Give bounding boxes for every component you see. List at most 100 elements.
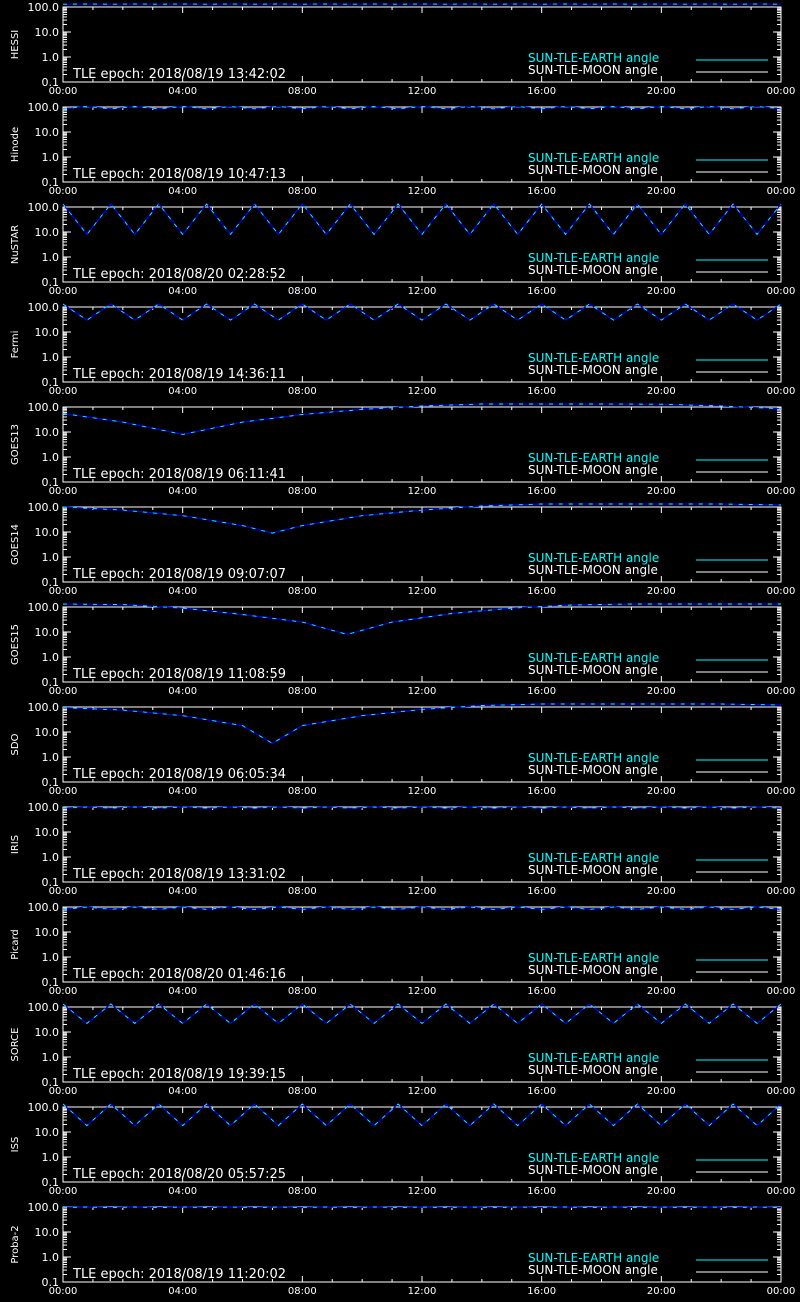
epoch-text: TLE epoch: 2018/08/19 13:42:02 — [72, 67, 286, 82]
legend-moon-label: SUN-TLE-MOON angle — [528, 1263, 658, 1277]
epoch-text: TLE epoch: 2018/08/19 06:11:41 — [72, 467, 286, 482]
legend-moon-label: SUN-TLE-MOON angle — [528, 463, 658, 477]
x-tick-label: 16:00 — [527, 86, 556, 97]
legend-moon-label: SUN-TLE-MOON angle — [528, 263, 658, 277]
y-tick-label: 10.0 — [35, 626, 60, 639]
x-tick-label: 00:00 — [767, 786, 796, 797]
x-tick-label: 16:00 — [527, 686, 556, 697]
x-tick-label: 20:00 — [647, 886, 676, 897]
x-tick-label: 00:00 — [767, 1286, 796, 1297]
x-tick-label: 08:00 — [288, 1086, 317, 1097]
panel-label: NuSTAR — [10, 225, 21, 264]
x-tick-label: 00:00 — [767, 386, 796, 397]
x-tick-label: 16:00 — [527, 986, 556, 997]
panel-label: HESSI — [10, 30, 21, 59]
y-tick-label: 10.0 — [35, 326, 60, 339]
legend-moon-label: SUN-TLE-MOON angle — [528, 163, 658, 177]
x-tick-label: 04:00 — [168, 1286, 197, 1297]
x-tick-label: 16:00 — [527, 386, 556, 397]
y-tick-label: 100.0 — [28, 402, 60, 414]
x-tick-label: 04:00 — [168, 686, 197, 697]
x-tick-label: 12:00 — [408, 1086, 437, 1097]
x-tick-label: 12:00 — [408, 486, 437, 497]
epoch-text: TLE epoch: 2018/08/20 01:46:16 — [72, 967, 286, 982]
y-tick-label: 100.0 — [28, 602, 60, 614]
x-tick-label: 12:00 — [408, 186, 437, 197]
y-tick-label: 10.0 — [35, 226, 60, 239]
x-tick-label: 12:00 — [408, 386, 437, 397]
y-tick-label: 1.0 — [42, 751, 60, 764]
y-tick-label: 100.0 — [28, 202, 60, 214]
x-tick-label: 12:00 — [408, 686, 437, 697]
x-tick-label: 00:00 — [767, 686, 796, 697]
y-tick-label: 1.0 — [42, 1051, 60, 1064]
epoch-text: TLE epoch: 2018/08/19 14:36:11 — [72, 367, 286, 382]
y-tick-label: 100.0 — [28, 2, 60, 14]
x-tick-label: 12:00 — [408, 586, 437, 597]
y-tick-label: 10.0 — [35, 426, 60, 439]
x-tick-label: 20:00 — [647, 586, 676, 597]
x-tick-label: 00:00 — [49, 86, 78, 97]
x-tick-label: 00:00 — [49, 1186, 78, 1197]
y-tick-label: 1.0 — [42, 1251, 60, 1264]
x-tick-label: 16:00 — [527, 1186, 556, 1197]
x-tick-label: 04:00 — [168, 286, 197, 297]
series-line-blue — [63, 704, 781, 743]
panel-label: Proba-2 — [10, 1225, 21, 1263]
x-tick-label: 00:00 — [49, 1086, 78, 1097]
epoch-text: TLE epoch: 2018/08/19 19:39:15 — [72, 1067, 286, 1082]
y-tick-label: 10.0 — [35, 26, 60, 39]
x-tick-label: 20:00 — [647, 386, 676, 397]
x-tick-label: 12:00 — [408, 786, 437, 797]
x-tick-label: 20:00 — [647, 1286, 676, 1297]
x-tick-label: 08:00 — [288, 586, 317, 597]
y-tick-label: 1.0 — [42, 51, 60, 64]
x-tick-label: 12:00 — [408, 886, 437, 897]
panel-label: IRIS — [10, 835, 21, 854]
x-tick-label: 20:00 — [647, 86, 676, 97]
x-tick-label: 04:00 — [168, 1086, 197, 1097]
x-tick-label: 08:00 — [288, 186, 317, 197]
x-tick-label: 20:00 — [647, 286, 676, 297]
epoch-text: TLE epoch: 2018/08/19 10:47:13 — [72, 167, 286, 182]
y-tick-label: 100.0 — [28, 802, 60, 814]
y-tick-label: 100.0 — [28, 302, 60, 314]
x-tick-label: 04:00 — [168, 1186, 197, 1197]
x-tick-label: 08:00 — [288, 1286, 317, 1297]
y-tick-label: 10.0 — [35, 726, 60, 739]
legend-moon-label: SUN-TLE-MOON angle — [528, 363, 658, 377]
y-tick-label: 1.0 — [42, 651, 60, 664]
x-tick-label: 20:00 — [647, 486, 676, 497]
x-tick-label: 00:00 — [49, 986, 78, 997]
x-tick-label: 08:00 — [288, 686, 317, 697]
x-tick-label: 20:00 — [647, 186, 676, 197]
x-tick-label: 16:00 — [527, 186, 556, 197]
x-tick-label: 00:00 — [767, 986, 796, 997]
x-tick-label: 08:00 — [288, 1186, 317, 1197]
x-tick-label: 08:00 — [288, 286, 317, 297]
x-tick-label: 00:00 — [49, 1286, 78, 1297]
epoch-text: TLE epoch: 2018/08/19 06:05:34 — [72, 767, 286, 782]
x-tick-label: 08:00 — [288, 886, 317, 897]
x-tick-label: 00:00 — [767, 86, 796, 97]
x-tick-label: 16:00 — [527, 886, 556, 897]
y-tick-label: 100.0 — [28, 1002, 60, 1014]
x-tick-label: 08:00 — [288, 386, 317, 397]
